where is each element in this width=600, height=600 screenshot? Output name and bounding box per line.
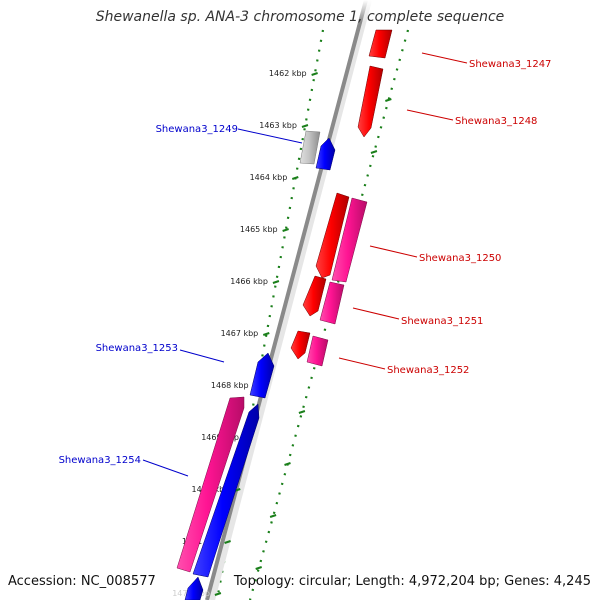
scale-tick-label: 1471 kbp	[182, 537, 220, 546]
gene-label: Shewana3_1251	[401, 316, 483, 327]
gene-labels: Shewana3_1247 Shewana3_1248 Shewana3_124…	[59, 59, 552, 466]
genome-stats-text: Topology: circular; Length: 4,972,204 bp…	[233, 574, 591, 589]
gene-shewana3-1251[interactable]	[302, 275, 327, 317]
scale-tick	[272, 280, 280, 284]
gene-label: Shewana3_1252	[387, 365, 469, 376]
scale-tick-minor	[298, 410, 306, 414]
label-leader-lines	[142, 52, 468, 477]
scale-tick	[291, 176, 299, 180]
scale-tick-label: 1468 kbp	[211, 381, 249, 390]
scale-tick-label: 1466 kbp	[230, 277, 268, 286]
scale-tick-label: 1463 kbp	[259, 121, 297, 130]
scale-tick	[214, 592, 222, 596]
gene-label: Shewana3_1254	[59, 455, 141, 466]
gene-shewana3-1247[interactable]	[368, 29, 393, 59]
gene-shewana3-1254[interactable]	[192, 403, 260, 578]
scale-tick-minor	[284, 462, 291, 466]
gene-shewana3-1249[interactable]	[315, 137, 336, 171]
top-fade	[330, 0, 450, 22]
gene-shewana3-1252[interactable]	[290, 330, 311, 360]
gene-shewana3-1254-region[interactable]	[176, 396, 245, 573]
scale-tick	[311, 72, 318, 76]
gene-shewana3-1253[interactable]	[249, 352, 275, 399]
gene-label: Shewana3_1248	[455, 116, 537, 127]
gene-label: Shewana3_1253	[96, 343, 178, 354]
backbone	[205, 0, 368, 600]
scale-tick-minor	[385, 98, 392, 102]
scale-tick	[224, 540, 231, 544]
backbone-shadow	[207, 0, 372, 600]
scale-tick-label: 1467 kbp	[221, 329, 259, 338]
scale-tick-label: 1462 kbp	[269, 69, 307, 78]
gene-shewana3-1252-region[interactable]	[306, 335, 329, 367]
gene-shewana3-1250[interactable]	[315, 192, 350, 279]
scale-tick	[282, 228, 289, 232]
scale-tick-minor	[255, 566, 263, 570]
gene-shewana3-1250-region[interactable]	[331, 197, 368, 283]
gene-label: Shewana3_1247	[469, 59, 551, 70]
scale-tick-label: 1464 kbp	[250, 173, 288, 182]
gene-shewana3-1248[interactable]	[357, 65, 384, 138]
accession-text: Accession: NC_008577	[8, 574, 156, 589]
scale-tick-minor	[370, 150, 378, 154]
gene-shewana3-1255[interactable]	[184, 576, 204, 600]
gene-shewana3-1251-region[interactable]	[319, 281, 345, 325]
map-title: Shewanella sp. ANA-3 chromosome 1, compl…	[95, 9, 505, 25]
gene-label: Shewana3_1249	[156, 124, 238, 135]
scale-tick	[301, 124, 309, 128]
scale-tick-minor	[269, 514, 277, 518]
scale-tick	[262, 332, 270, 336]
gene-label: Shewana3_1250	[419, 253, 501, 264]
gene-shewana3-1249-pseudo[interactable]	[299, 130, 321, 165]
scale-tick-label: 1465 kbp	[240, 225, 278, 234]
